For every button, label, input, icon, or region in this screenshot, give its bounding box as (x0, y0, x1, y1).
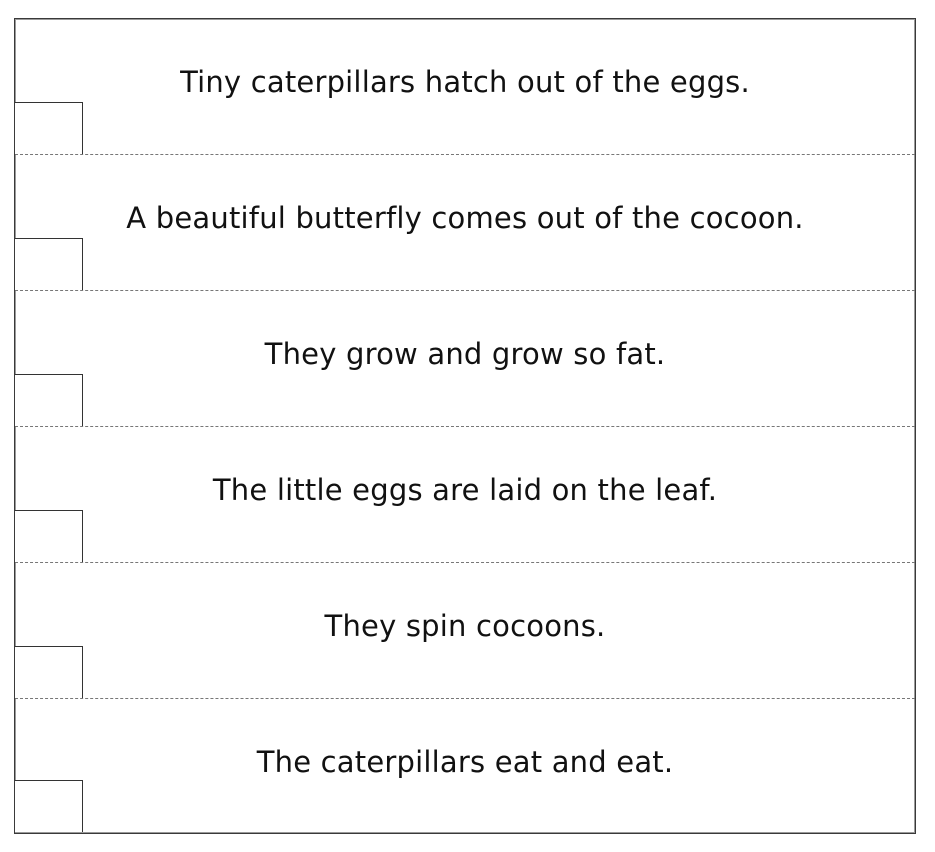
sentence-text: They grow and grow so fat. (264, 337, 666, 371)
sentence-text: The little eggs are laid on the leaf. (212, 473, 718, 507)
order-number-box[interactable] (15, 510, 83, 562)
sentence-strip: Tiny caterpillars hatch out of the eggs. (15, 19, 915, 155)
order-number-box[interactable] (15, 646, 83, 698)
sentence-text: A beautiful butterfly comes out of the c… (126, 201, 804, 235)
sentence-strip: A beautiful butterfly comes out of the c… (15, 155, 915, 291)
sentence-strip: They spin cocoons. (15, 563, 915, 699)
order-number-box[interactable] (15, 238, 83, 290)
sentence-strip: They grow and grow so fat. (15, 291, 915, 427)
order-number-box[interactable] (15, 780, 83, 832)
order-number-box[interactable] (15, 374, 83, 426)
sentence-text: Tiny caterpillars hatch out of the eggs. (180, 65, 750, 99)
sentence-text: The caterpillars eat and eat. (256, 745, 674, 779)
sentence-strip: The caterpillars eat and eat. (15, 699, 915, 832)
order-number-box[interactable] (15, 102, 83, 154)
sequencing-worksheet: Tiny caterpillars hatch out of the eggs.… (14, 18, 916, 834)
sentence-strip: The little eggs are laid on the leaf. (15, 427, 915, 563)
sentence-text: They spin cocoons. (324, 609, 606, 643)
